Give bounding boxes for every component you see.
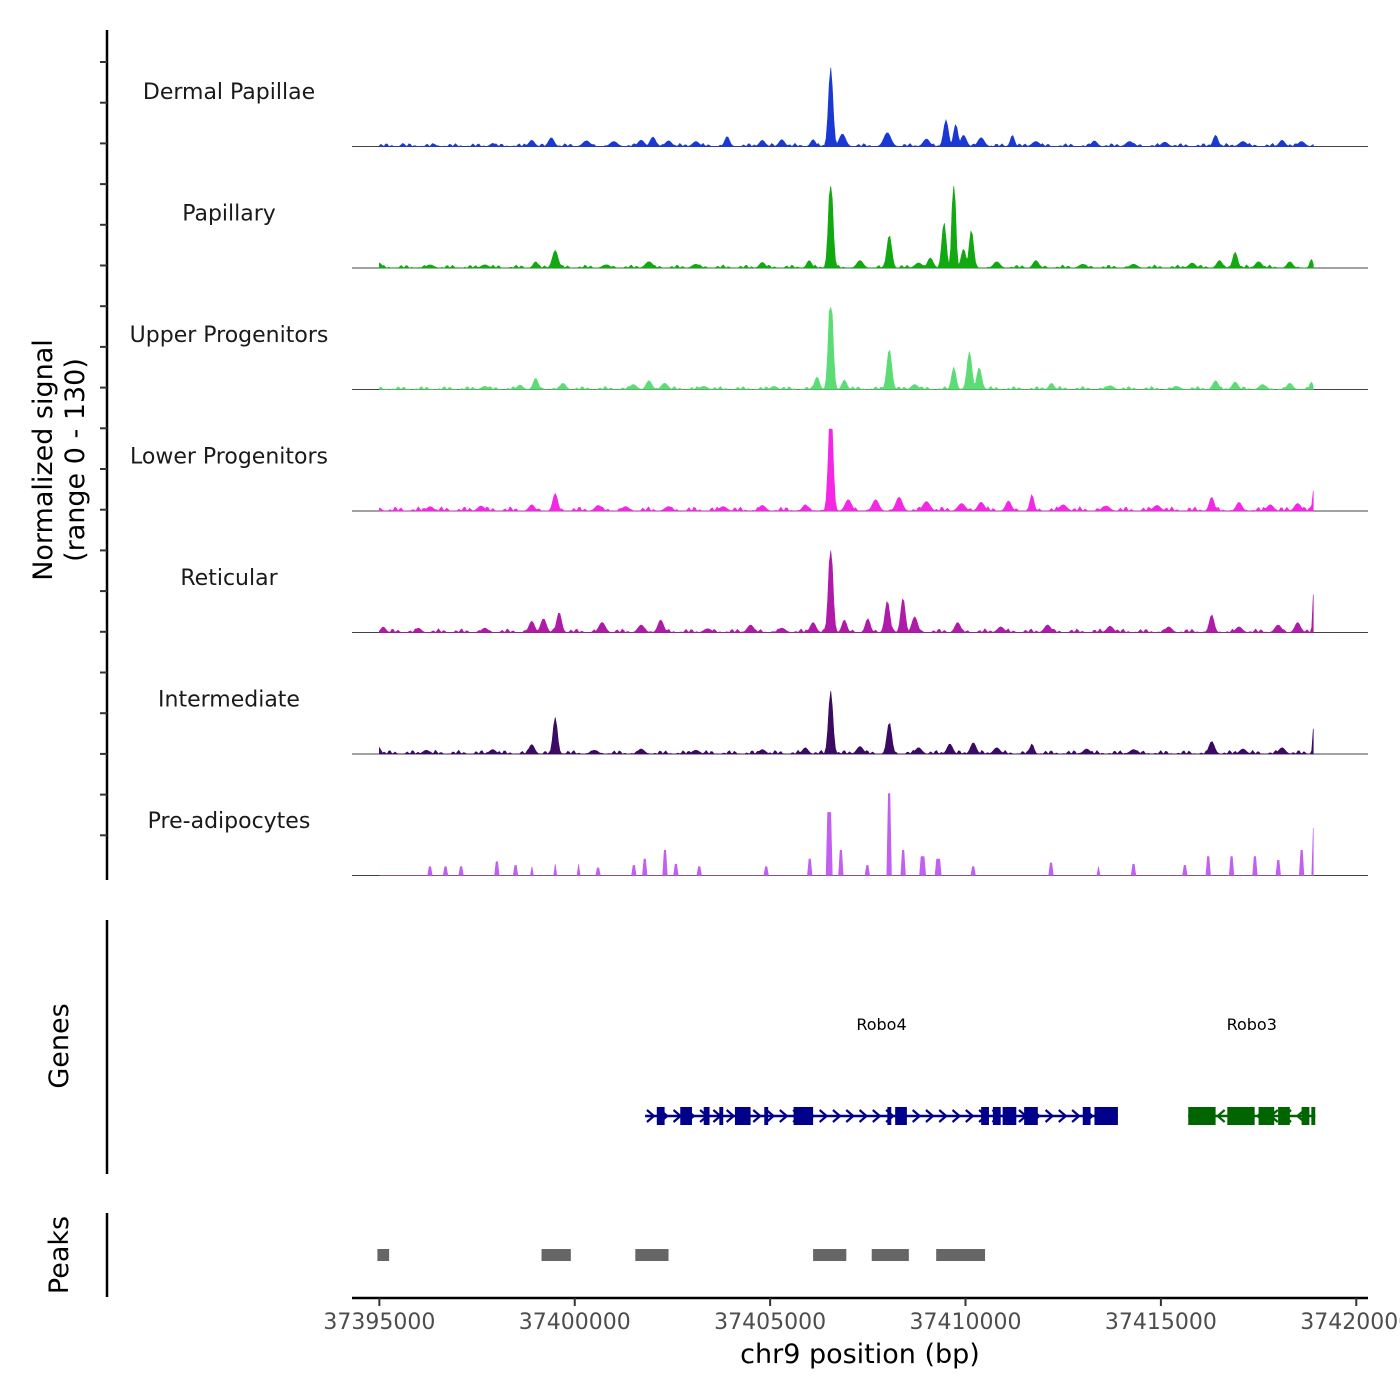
gene-robo4: Robo4: [645, 1015, 1118, 1125]
x-tick-label: 37400000: [519, 1310, 631, 1335]
strand-arrow: [832, 1109, 842, 1123]
signal-area: [379, 185, 1314, 269]
gene-exon: [1301, 1107, 1310, 1125]
gene-exon: [1094, 1107, 1118, 1125]
strand-arrow: [818, 1109, 829, 1123]
peak-region: [813, 1249, 847, 1261]
strand-arrow: [1044, 1109, 1055, 1123]
track-label: Papillary: [182, 202, 276, 227]
gene-exon: [1082, 1107, 1091, 1125]
track-label: Intermediate: [158, 688, 300, 713]
gene-exon: [703, 1107, 710, 1125]
x-tick-label: 37410000: [910, 1310, 1022, 1335]
strand-arrow: [925, 1109, 935, 1123]
x-tick-label: 37395000: [323, 1310, 435, 1335]
gene-exon: [1002, 1107, 1017, 1125]
peaks-panel: Peaks: [44, 1213, 986, 1297]
x-axis: 37395000 37400000 37405000 37410000 37415000…: [323, 1296, 1400, 1370]
strand-arrow: [858, 1109, 869, 1123]
signal-area: [379, 793, 1314, 876]
signal-area: [379, 550, 1314, 633]
y-axis-label: Normalized signal (range 0 - 130): [28, 339, 91, 581]
track-papillary: Papillary: [182, 185, 1368, 269]
y-axis-label-line-2: (range 0 - 130): [60, 358, 91, 562]
strand-arrow: [872, 1109, 882, 1123]
peak-region: [541, 1249, 571, 1261]
strand-arrow: [965, 1109, 975, 1123]
track-reticular: Reticular: [180, 550, 1368, 633]
signal-area: [379, 67, 1314, 147]
strand-arrow: [752, 1109, 762, 1123]
strand-arrow: [765, 1109, 776, 1123]
signal-tracks: Dermal Papillae Papillary Upper Progenitor…: [130, 67, 1368, 876]
gene-name-label: Robo4: [856, 1015, 906, 1034]
track-pre-adipocytes: Pre-adipocytes: [148, 793, 1368, 876]
signal-area: [379, 690, 1314, 755]
peak-region: [635, 1249, 669, 1261]
gene-exon: [1188, 1107, 1216, 1125]
gene-exon: [734, 1107, 751, 1125]
strand-arrow: [1058, 1109, 1068, 1123]
strand-arrow: [779, 1109, 789, 1123]
track-upper-progenitors: Upper Progenitors: [130, 306, 1368, 390]
gene-name-label: Robo3: [1227, 1015, 1277, 1034]
track-label: Dermal Papillae: [143, 80, 315, 105]
gene-exon: [680, 1107, 692, 1125]
track-dermal-papillae: Dermal Papillae: [143, 67, 1368, 147]
track-intermediate: Intermediate: [158, 688, 1368, 755]
peaks-track-label: Peaks: [44, 1216, 75, 1294]
gene-exon: [1024, 1107, 1038, 1125]
gene-exon: [1278, 1107, 1290, 1125]
strand-arrow: [911, 1109, 922, 1123]
genes-track-label: Genes: [44, 1003, 75, 1088]
gene-exon: [992, 1107, 1001, 1125]
gene-exon: [981, 1107, 989, 1125]
gene-exon: [1311, 1107, 1316, 1125]
peak-region: [871, 1249, 909, 1261]
x-tick-label: 37405000: [714, 1310, 826, 1335]
strand-arrow: [845, 1109, 855, 1123]
gene-exon: [656, 1107, 665, 1125]
x-tick-label: 37420000: [1300, 1310, 1400, 1335]
y-axis-label-line-1: Normalized signal: [28, 339, 59, 581]
gene-robo3: Robo3: [1188, 1015, 1316, 1125]
track-label: Reticular: [180, 566, 278, 591]
genes-panel: Genes Robo4 Robo3: [44, 920, 1316, 1174]
strand-arrow: [646, 1109, 656, 1123]
signal-area: [379, 306, 1314, 390]
track-lower-progenitors: Lower Progenitors: [130, 428, 1368, 512]
gene-exon: [895, 1107, 907, 1125]
gene-exon: [887, 1107, 892, 1125]
x-axis-title: chr9 position (bp): [740, 1339, 980, 1370]
strand-arrow: [938, 1109, 948, 1123]
track-label: Lower Progenitors: [130, 445, 328, 470]
x-tick-label: 37415000: [1105, 1310, 1217, 1335]
strand-arrow: [725, 1109, 736, 1123]
peak-region: [936, 1249, 986, 1261]
gene-exon: [1227, 1107, 1255, 1125]
gene-exon: [719, 1107, 724, 1125]
strand-arrow: [951, 1109, 962, 1123]
track-label: Pre-adipocytes: [148, 809, 311, 834]
peak-region: [377, 1249, 390, 1261]
track-label: Upper Progenitors: [130, 323, 329, 348]
gene-exon: [1258, 1107, 1275, 1125]
strand-arrow: [1215, 1109, 1226, 1123]
gene-exon: [793, 1107, 814, 1125]
gene-exon: [764, 1107, 769, 1125]
signal-y-axis: [100, 30, 109, 880]
signal-area: [379, 428, 1314, 512]
strand-arrow: [1071, 1109, 1081, 1123]
